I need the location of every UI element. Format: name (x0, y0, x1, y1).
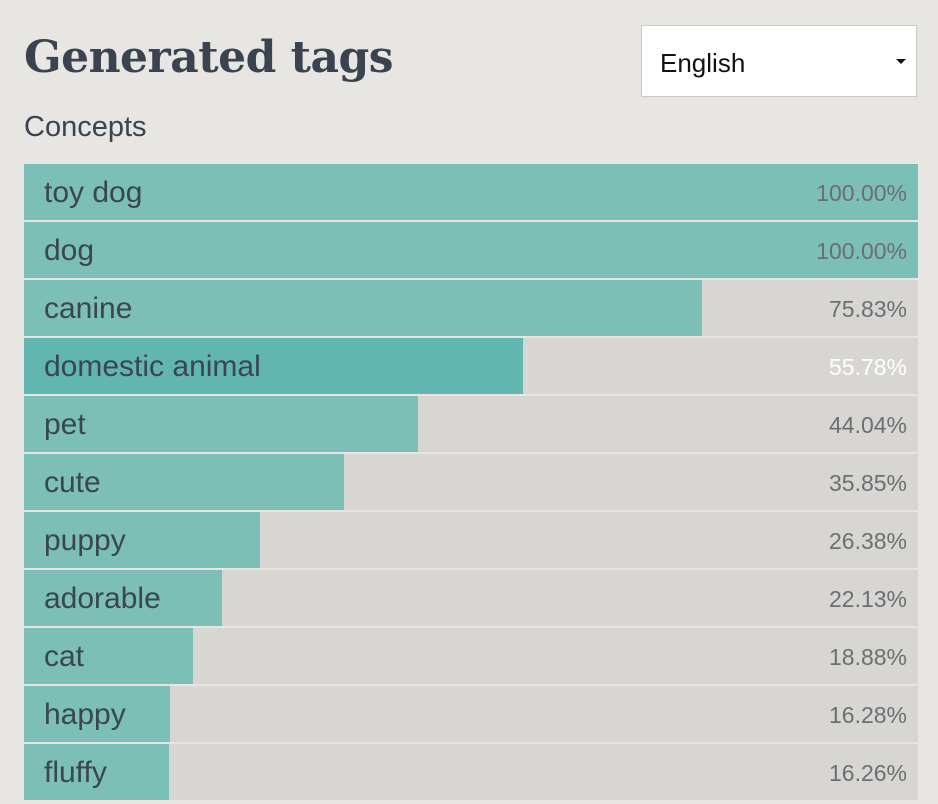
tag-name: toy dog (44, 176, 143, 209)
concepts-heading: Concepts (24, 111, 147, 143)
tag-score: 75.83% (828, 296, 907, 322)
tag-row[interactable]: fluffy 16.26% (24, 744, 918, 800)
tag-score: 35.85% (828, 470, 907, 496)
tag-row[interactable]: cat 18.88% (24, 628, 918, 684)
tag-row[interactable]: canine 75.83% (24, 280, 918, 336)
tag-name: puppy (44, 524, 126, 557)
page-title: Generated tags (24, 32, 394, 83)
tag-row[interactable]: dog 100.00% (24, 222, 918, 278)
tag-name: adorable (44, 582, 161, 615)
tag-score-bar (24, 628, 193, 684)
tag-score-bar (24, 396, 418, 452)
tag-name: domestic animal (44, 350, 261, 383)
tag-row[interactable]: puppy 26.38% (24, 512, 918, 568)
tag-score: 18.88% (828, 644, 907, 670)
tag-score-bar (24, 744, 170, 800)
tag-row[interactable]: happy 16.28% (24, 686, 918, 742)
tag-name: pet (44, 408, 86, 441)
language-select[interactable]: English (641, 25, 917, 97)
tag-score-bar (24, 570, 222, 626)
tag-score-bar (24, 280, 702, 336)
tag-score: 55.78% (828, 354, 907, 380)
tag-name: happy (44, 698, 126, 731)
tag-score-bar (24, 686, 170, 742)
tag-score: 22.13% (828, 586, 907, 612)
tag-name: fluffy (44, 756, 107, 789)
tag-name: canine (44, 292, 133, 325)
tag-score: 100.00% (816, 180, 907, 206)
tag-score: 100.00% (816, 238, 907, 264)
tag-score: 16.26% (828, 760, 907, 786)
tag-row[interactable]: cute 35.85% (24, 454, 918, 510)
tag-name: dog (44, 234, 95, 267)
tag-score: 26.38% (828, 528, 907, 554)
tag-row[interactable]: domestic animal 55.78% (24, 338, 918, 394)
tag-score-bar (24, 338, 523, 394)
tag-name: cute (44, 466, 101, 499)
tag-score-bar (24, 454, 345, 510)
concept-tag-list: toy dog 100.00% dog 100.00% canine 75.83% dome… (24, 164, 918, 802)
chevron-down-icon (896, 59, 906, 64)
language-select-value: English (660, 48, 746, 78)
tag-row[interactable]: toy dog 100.00% (24, 164, 918, 220)
tag-score-bar (24, 222, 918, 278)
tag-score: 16.28% (828, 702, 907, 728)
tag-name: cat (44, 640, 85, 673)
tag-score: 44.04% (828, 412, 907, 438)
tag-row[interactable]: pet 44.04% (24, 396, 918, 452)
tag-score-bar (24, 164, 918, 220)
tag-score-bar (24, 512, 260, 568)
tag-row[interactable]: adorable 22.13% (24, 570, 918, 626)
